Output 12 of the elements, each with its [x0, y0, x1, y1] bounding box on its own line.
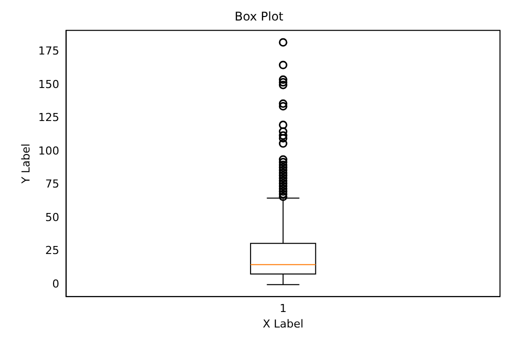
y-tick-label: 175: [38, 44, 60, 58]
chart-title: Box Plot: [234, 9, 284, 24]
y-tick-label: 25: [45, 244, 60, 258]
y-tick-label: 50: [45, 210, 60, 224]
y-tick-label: 100: [38, 144, 60, 158]
y-tick-label: 0: [52, 277, 60, 290]
y-tick-label: 75: [45, 178, 60, 191]
x-tick-label: 1: [280, 302, 287, 316]
x-axis-title: X Label: [262, 317, 304, 330]
y-tick-label: 125: [38, 111, 60, 124]
y-axis-title: Y Label: [19, 144, 32, 184]
y-tick-label: 150: [38, 78, 60, 91]
